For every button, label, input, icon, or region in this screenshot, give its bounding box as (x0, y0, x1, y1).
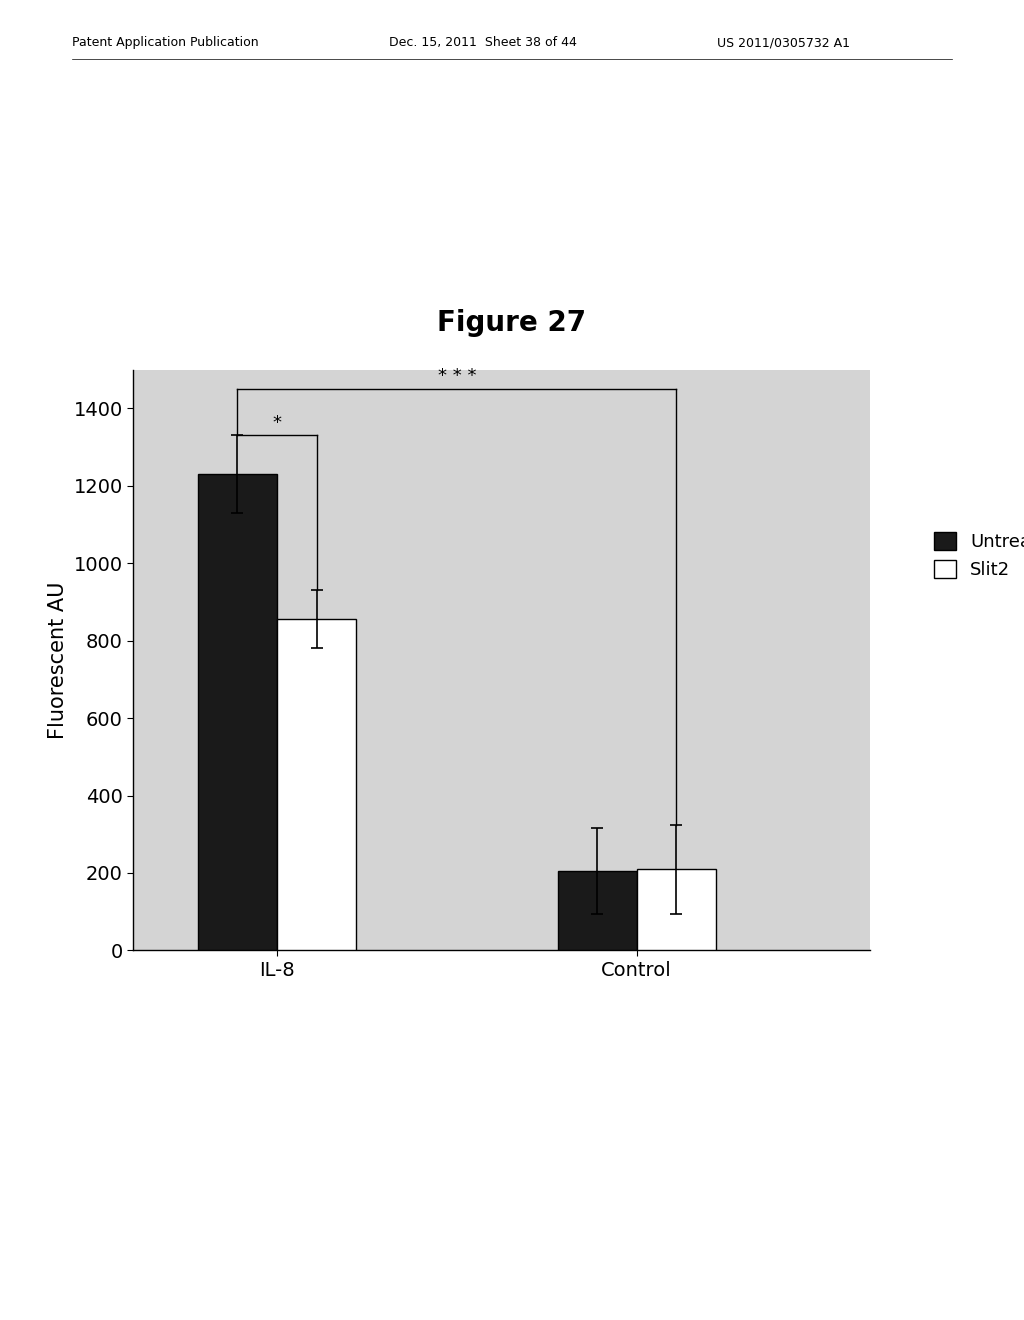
Bar (198, 474, 276, 950)
Text: *: * (272, 413, 282, 432)
Text: US 2011/0305732 A1: US 2011/0305732 A1 (717, 36, 850, 49)
Bar (276, 619, 356, 950)
Bar (637, 869, 716, 950)
Legend: Untreated, Slit2: Untreated, Slit2 (927, 524, 1024, 586)
Text: Dec. 15, 2011  Sheet 38 of 44: Dec. 15, 2011 Sheet 38 of 44 (389, 36, 577, 49)
Y-axis label: Fluorescent AU: Fluorescent AU (48, 581, 68, 739)
Text: * * *: * * * (437, 367, 476, 385)
Text: Patent Application Publication: Patent Application Publication (72, 36, 258, 49)
Text: Figure 27: Figure 27 (437, 309, 587, 337)
Bar (557, 871, 637, 950)
